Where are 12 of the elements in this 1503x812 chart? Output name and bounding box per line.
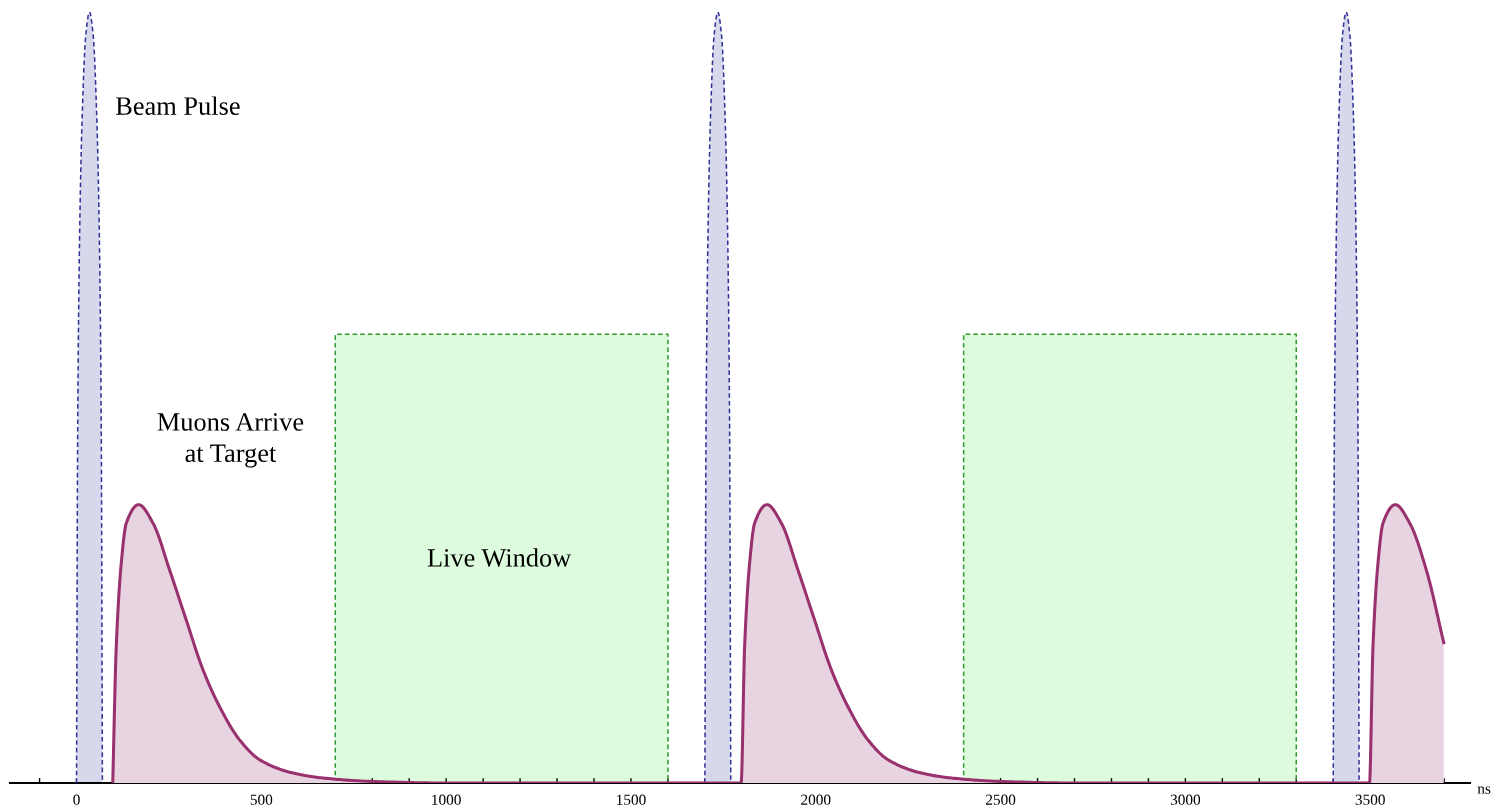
x-tick-label: 0 [73,794,80,805]
x-tick-label: 1000 [432,794,461,805]
annotation: Live Window [427,548,572,567]
x-tick-label: 2500 [985,794,1016,805]
x-tick-label: 2000 [801,794,831,805]
annotation: Beam Pulse [115,96,240,115]
x-tick-label: 3000 [1170,794,1201,805]
x-axis-title: ns [1477,786,1491,794]
annotation: Muons Arrive at Target [157,413,304,468]
x-tick-label: 1500 [617,794,646,805]
x-tick-label: 500 [250,794,273,805]
x-tick-label: 3500 [1355,794,1385,805]
